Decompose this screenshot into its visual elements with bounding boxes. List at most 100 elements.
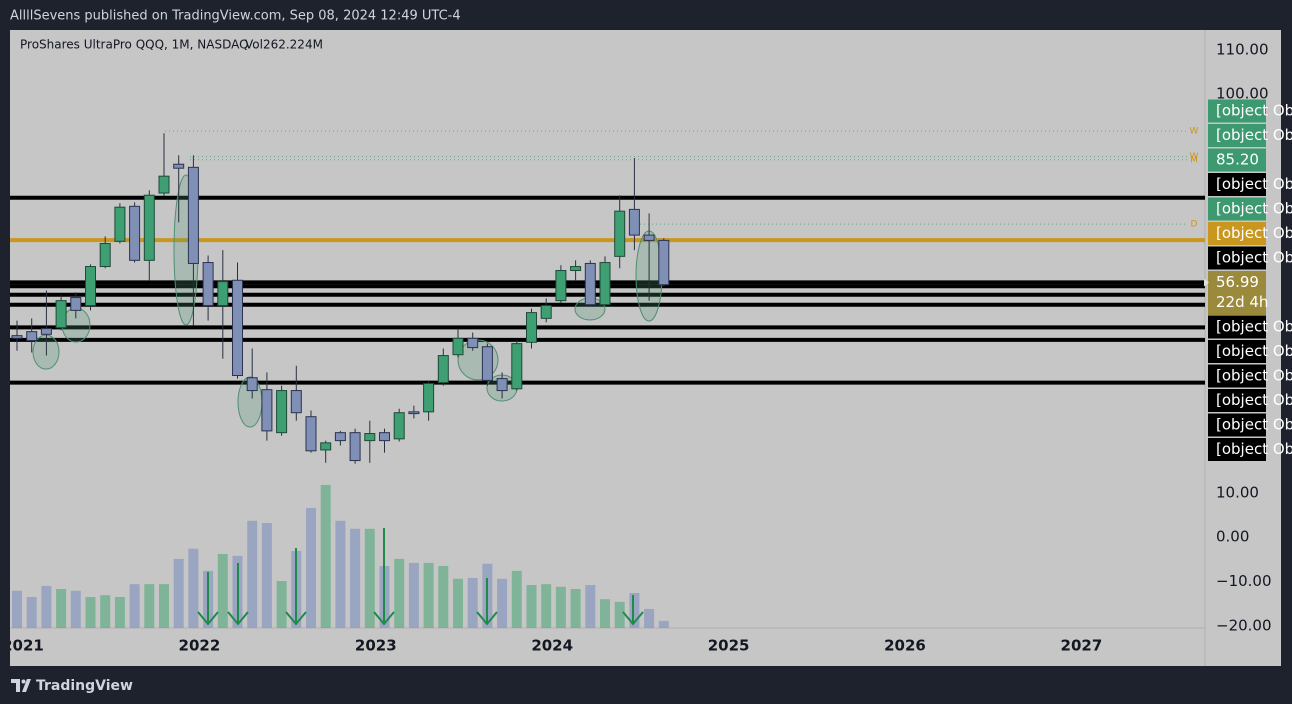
arrow <box>227 563 249 626</box>
level-price: [object Object] <box>1216 367 1292 385</box>
volume-bar <box>423 562 434 628</box>
level-price-tag <box>1208 246 1266 270</box>
candle-body <box>467 337 479 349</box>
level-price-tag <box>1208 173 1266 196</box>
volume-bar <box>467 577 478 628</box>
y-tick-label: 110.00 <box>1216 40 1269 58</box>
level-price: [object Object] <box>1216 440 1292 458</box>
level-price-tag <box>1208 197 1266 221</box>
volume-bar <box>85 596 96 628</box>
volume-bar <box>41 585 52 628</box>
chart-panel <box>10 30 1281 666</box>
y-tick-label: 0.00 <box>1216 528 1249 546</box>
volume-bar <box>114 596 125 628</box>
candle-body <box>437 355 449 384</box>
volume-bar <box>511 570 522 628</box>
level-price-tag <box>1208 315 1266 339</box>
arrow <box>622 595 644 626</box>
candle-body <box>55 300 67 329</box>
level-tag: W <box>1190 127 1199 137</box>
volume-bar <box>585 585 596 628</box>
level-price: [object Object] <box>1216 318 1292 336</box>
candle-body <box>540 305 552 319</box>
volume-bar <box>453 578 463 628</box>
candle-body <box>85 266 96 307</box>
brand: TradingView <box>36 678 133 694</box>
candle-body <box>393 412 405 440</box>
volume-bar <box>173 558 184 628</box>
candle-body <box>481 346 493 381</box>
y-tick-label: −20.00 <box>1216 616 1272 634</box>
plot <box>10 130 1205 628</box>
publisher: AllllSevens published on TradingView.com… <box>10 9 461 24</box>
volume-bar <box>394 558 405 628</box>
candle-body <box>496 378 508 392</box>
candle-body <box>158 175 170 194</box>
volume-bar <box>100 595 111 628</box>
level-tag: M <box>1190 155 1198 165</box>
volume-bar <box>497 578 508 628</box>
level-price: [object Object] <box>1216 224 1292 242</box>
candle-body <box>526 312 537 343</box>
volume-bar <box>217 554 228 628</box>
level-price: [object Object] <box>1216 200 1292 218</box>
candle-body <box>658 239 670 286</box>
volume-bar <box>600 599 610 628</box>
arrow <box>285 548 307 626</box>
candle-body <box>379 432 390 442</box>
volume-bar <box>26 596 37 628</box>
candle-body <box>320 442 332 451</box>
level-price-tag <box>1208 413 1266 437</box>
y-tick-label: 100.00 <box>1216 85 1269 103</box>
x-tick-label: 2023 <box>355 637 397 655</box>
candle-body <box>290 390 302 414</box>
x-axis: 2021 2022 2023 2024 2025 2026 2027 <box>2 637 1103 655</box>
level-price-tag <box>1208 99 1266 123</box>
candle-body <box>261 389 273 432</box>
volume-bar <box>570 589 581 628</box>
volume-bar <box>320 484 331 628</box>
candle-body <box>187 166 199 264</box>
x-tick-label: 2021 <box>2 637 44 655</box>
volume-bar <box>335 520 346 628</box>
level-price-tag <box>1208 340 1266 363</box>
level-price: [object Object] <box>1216 175 1292 193</box>
y-tick-label: 10.00 <box>1216 483 1259 501</box>
candle-body <box>452 337 464 356</box>
x-tick-label: 2026 <box>884 637 926 655</box>
countdown: 22d 4h <box>1216 293 1268 311</box>
candle-body <box>217 281 229 307</box>
candle-body <box>643 234 655 241</box>
x-tick-label: 2024 <box>531 637 573 655</box>
volume-bar <box>56 589 67 628</box>
volume-bar <box>629 593 640 628</box>
candle-body <box>143 194 155 261</box>
chart-title: ProShares UltraPro QQQ, 1M, NASDAQ <box>20 38 249 52</box>
candle-body <box>555 270 567 302</box>
y-tick-label: −10.00 <box>1216 572 1272 590</box>
x-tick-label: 2025 <box>708 637 750 655</box>
x-tick-label: 2022 <box>179 637 221 655</box>
candle-body <box>246 377 258 392</box>
candle-body <box>584 262 596 306</box>
candle-body <box>173 163 185 169</box>
volume-bar <box>12 590 22 628</box>
volume-bar <box>526 585 537 628</box>
last-price: 56.99 <box>1216 273 1259 291</box>
candle-body <box>276 390 288 434</box>
level-price-tag <box>1208 438 1266 461</box>
candle-body <box>408 411 420 415</box>
candle-body <box>202 262 214 307</box>
x-tick-label: 2027 <box>1061 637 1103 655</box>
candle-body <box>99 243 111 268</box>
volume-bar <box>70 590 81 628</box>
candles <box>11 133 670 464</box>
volume-bar <box>408 562 419 628</box>
candle-body <box>570 266 582 272</box>
volume-bar <box>644 608 655 628</box>
last-price-tag <box>1208 271 1266 315</box>
volume-bar <box>144 584 155 628</box>
level-tag: W <box>1190 152 1199 162</box>
volume-bar <box>247 520 258 628</box>
